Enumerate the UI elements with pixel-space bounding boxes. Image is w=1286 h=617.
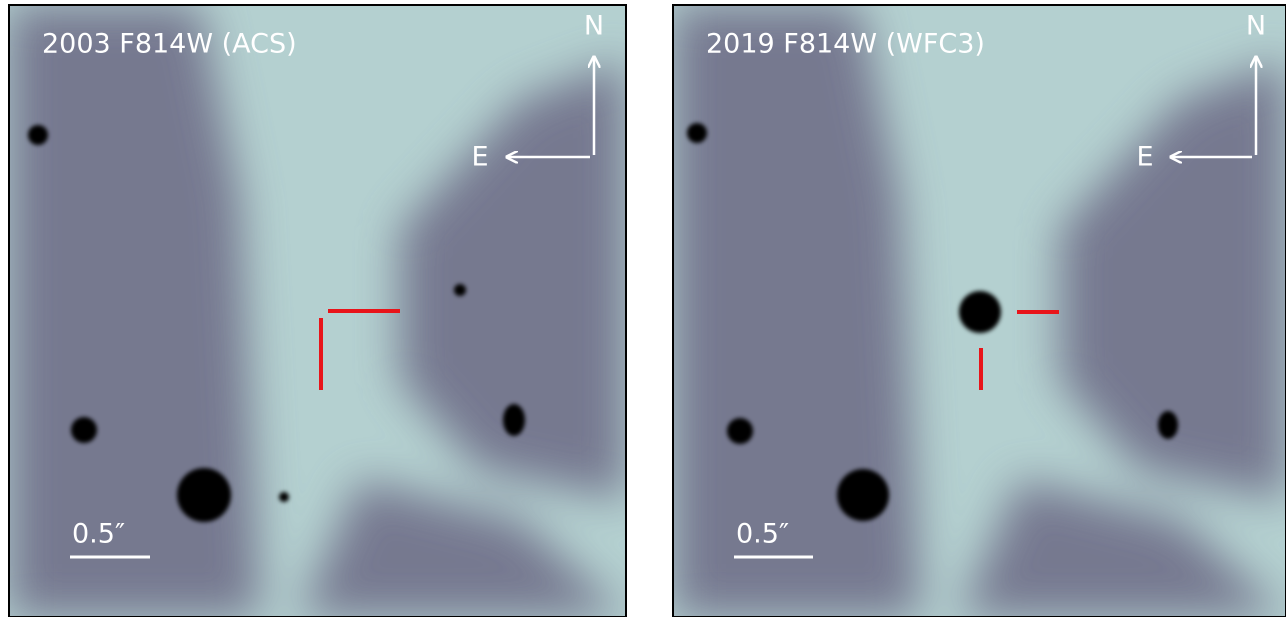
- figure: 2003 F814W (ACS) N E 0.5″ 2019 F814W (WF…: [0, 0, 1286, 617]
- north-label: N: [584, 11, 604, 42]
- north-label: N: [1246, 11, 1266, 42]
- panel-title: 2019 F814W (WFC3): [706, 29, 985, 60]
- east-label: E: [1136, 142, 1153, 173]
- scale-label: 0.5″: [736, 519, 789, 550]
- east-label: E: [471, 142, 488, 173]
- panel-title: 2003 F814W (ACS): [42, 29, 297, 60]
- scale-label: 0.5″: [72, 519, 125, 550]
